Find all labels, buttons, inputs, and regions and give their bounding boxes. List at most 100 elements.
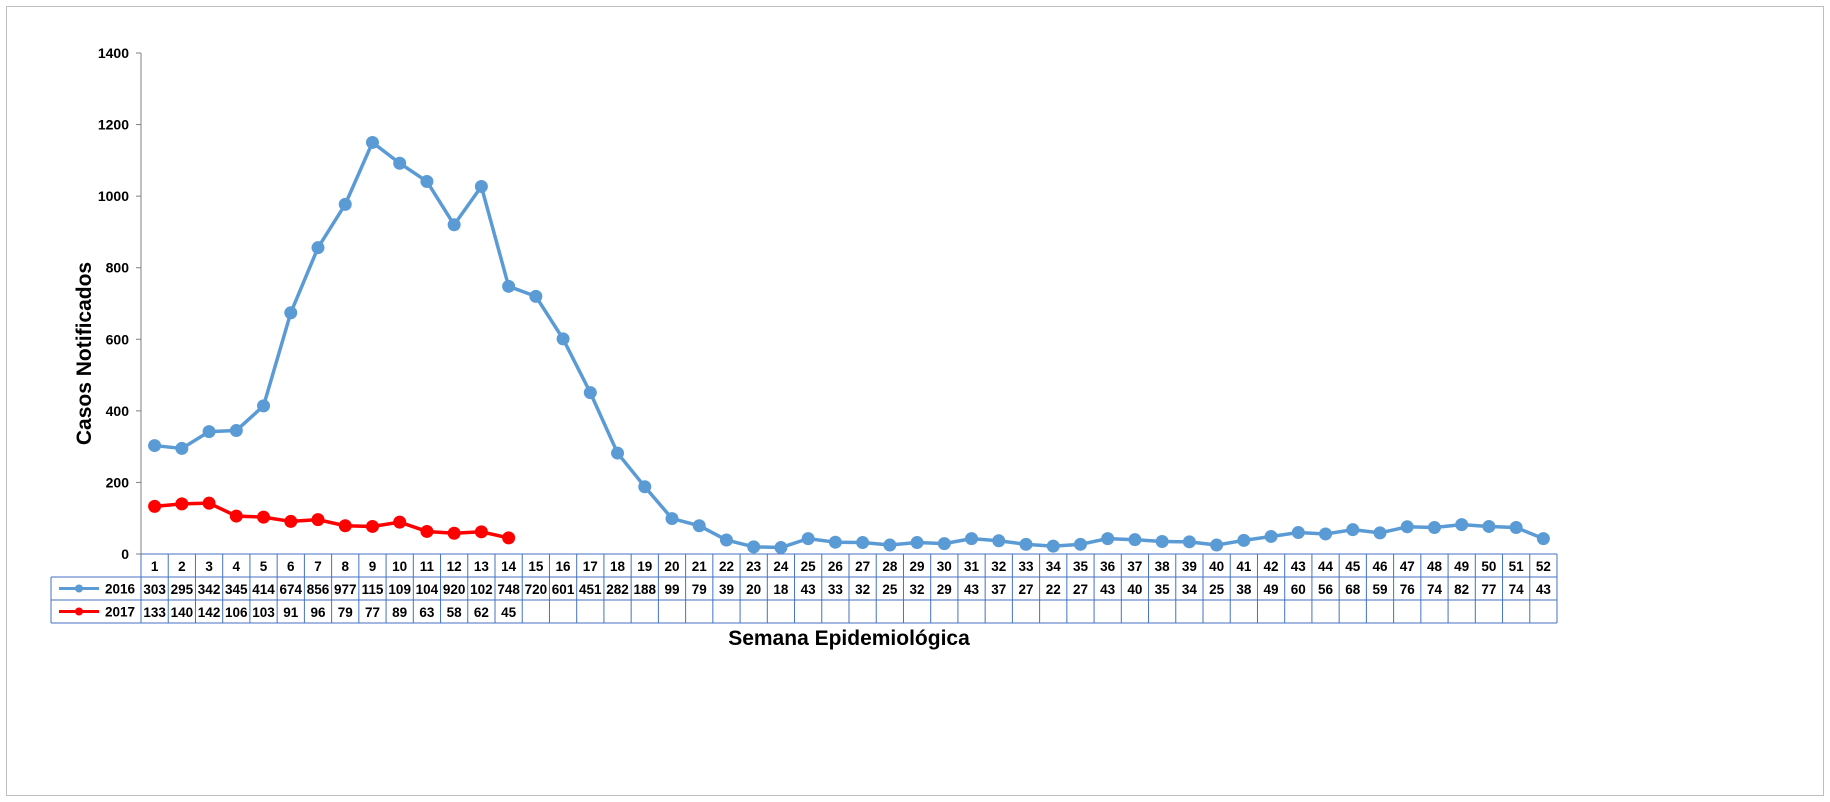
data-cell-2016: 295 bbox=[171, 582, 194, 597]
data-cell-2016: 25 bbox=[882, 582, 898, 597]
x-axis-title: Semana Epidemiológica bbox=[728, 627, 970, 650]
data-point-2016 bbox=[257, 399, 271, 413]
data-point-2016 bbox=[202, 425, 216, 439]
x-tick-label: 18 bbox=[610, 559, 626, 574]
data-point-2017 bbox=[420, 524, 434, 538]
data-point-2016 bbox=[774, 541, 788, 555]
x-tick-label: 3 bbox=[205, 559, 213, 574]
x-tick-label: 33 bbox=[1018, 559, 1034, 574]
x-tick-label: 46 bbox=[1372, 559, 1388, 574]
x-tick-label: 9 bbox=[369, 559, 377, 574]
x-tick-label: 14 bbox=[501, 559, 517, 574]
data-cell-2016: 68 bbox=[1345, 582, 1361, 597]
data-point-2016 bbox=[1509, 521, 1523, 535]
x-tick-label: 30 bbox=[937, 559, 952, 574]
data-cell-2016: 43 bbox=[964, 582, 980, 597]
data-cell-2016: 32 bbox=[855, 582, 870, 597]
data-point-2016 bbox=[719, 533, 733, 547]
data-cell-2017: 79 bbox=[338, 605, 353, 620]
x-tick-label: 5 bbox=[260, 559, 268, 574]
data-cell-2016: 33 bbox=[828, 582, 844, 597]
x-tick-label: 44 bbox=[1318, 559, 1334, 574]
data-cell-2016: 414 bbox=[252, 582, 275, 597]
x-tick-label: 51 bbox=[1509, 559, 1525, 574]
data-point-2016 bbox=[1101, 532, 1115, 546]
data-cell-2016: 856 bbox=[307, 582, 330, 597]
data-point-2016 bbox=[638, 480, 652, 494]
data-cell-2017: 91 bbox=[283, 605, 299, 620]
x-tick-label: 6 bbox=[287, 559, 295, 574]
data-cell-2016: 40 bbox=[1127, 582, 1142, 597]
data-cell-2017: 142 bbox=[198, 605, 221, 620]
data-point-2016 bbox=[1291, 526, 1305, 540]
y-tick-label: 0 bbox=[121, 546, 129, 562]
y-tick-label: 400 bbox=[106, 403, 130, 419]
data-point-2016 bbox=[747, 540, 761, 554]
x-tick-label: 25 bbox=[801, 559, 817, 574]
data-point-2016 bbox=[1400, 520, 1414, 534]
data-point-2016 bbox=[365, 135, 379, 149]
data-cell-2016: 601 bbox=[552, 582, 575, 597]
data-point-2017 bbox=[311, 513, 325, 527]
legend-key-marker-2017 bbox=[75, 607, 83, 616]
data-cell-2016: 25 bbox=[1209, 582, 1225, 597]
x-tick-label: 41 bbox=[1236, 559, 1252, 574]
x-tick-label: 27 bbox=[855, 559, 870, 574]
x-tick-label: 12 bbox=[447, 559, 462, 574]
data-point-2016 bbox=[502, 279, 516, 293]
data-point-2016 bbox=[692, 519, 706, 533]
data-cell-2016: 39 bbox=[719, 582, 734, 597]
data-cell-2016: 27 bbox=[1018, 582, 1033, 597]
data-cell-2016: 303 bbox=[143, 582, 166, 597]
data-cell-2016: 748 bbox=[497, 582, 520, 597]
x-tick-label: 36 bbox=[1100, 559, 1116, 574]
data-cell-2016: 74 bbox=[1509, 582, 1525, 597]
legend-key-marker-2016 bbox=[75, 584, 83, 593]
data-point-2016 bbox=[311, 241, 325, 255]
data-point-2016 bbox=[965, 532, 979, 546]
x-tick-label: 38 bbox=[1155, 559, 1171, 574]
data-cell-2016: 82 bbox=[1454, 582, 1469, 597]
y-axis-title: Casos Notificados bbox=[73, 262, 96, 445]
data-point-2016 bbox=[1046, 539, 1060, 553]
x-tick-label: 13 bbox=[474, 559, 490, 574]
x-tick-label: 21 bbox=[692, 559, 708, 574]
data-cell-2016: 34 bbox=[1182, 582, 1198, 597]
data-cell-2017: 62 bbox=[474, 605, 489, 620]
data-point-2016 bbox=[1455, 518, 1469, 532]
data-point-2017 bbox=[474, 525, 488, 539]
x-tick-label: 15 bbox=[528, 559, 544, 574]
data-cell-2016: 29 bbox=[937, 582, 952, 597]
data-point-2016 bbox=[937, 537, 951, 551]
x-tick-label: 49 bbox=[1454, 559, 1469, 574]
data-point-2016 bbox=[992, 534, 1006, 548]
data-point-2016 bbox=[474, 179, 488, 193]
data-cell-2016: 115 bbox=[362, 582, 384, 597]
data-cell-2016: 99 bbox=[664, 582, 679, 597]
x-tick-label: 10 bbox=[392, 559, 407, 574]
data-point-2016 bbox=[1210, 538, 1224, 552]
data-cell-2017: 103 bbox=[252, 605, 275, 620]
data-cell-2017: 63 bbox=[419, 605, 435, 620]
data-point-2016 bbox=[1536, 532, 1550, 546]
data-cell-2016: 22 bbox=[1046, 582, 1061, 597]
data-cell-2016: 74 bbox=[1427, 582, 1443, 597]
data-cell-2016: 49 bbox=[1264, 582, 1279, 597]
data-point-2016 bbox=[420, 174, 434, 188]
x-tick-label: 11 bbox=[420, 559, 435, 574]
y-tick-label: 600 bbox=[106, 331, 130, 347]
data-point-2017 bbox=[175, 497, 189, 511]
data-cell-2016: 77 bbox=[1481, 582, 1496, 597]
data-point-2017 bbox=[148, 499, 162, 513]
data-point-2016 bbox=[338, 197, 352, 211]
data-point-2016 bbox=[910, 536, 924, 550]
data-point-2017 bbox=[447, 526, 461, 540]
data-point-2016 bbox=[828, 535, 842, 549]
data-cell-2016: 37 bbox=[991, 582, 1006, 597]
data-cell-2016: 43 bbox=[801, 582, 817, 597]
data-point-2017 bbox=[202, 496, 216, 510]
data-cell-2016: 104 bbox=[416, 582, 439, 597]
x-tick-label: 50 bbox=[1481, 559, 1496, 574]
data-cell-2016: 38 bbox=[1236, 582, 1252, 597]
legend-label-2017: 2017 bbox=[105, 605, 135, 620]
